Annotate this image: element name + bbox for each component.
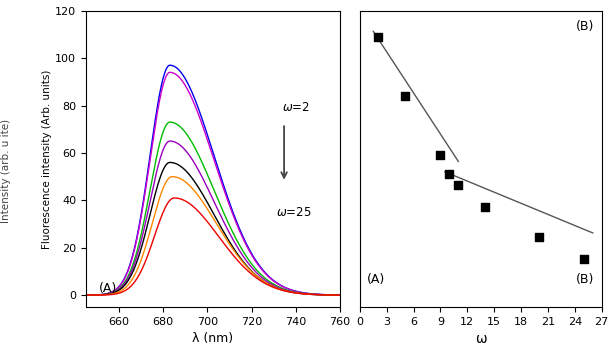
Text: $\omega$=2: $\omega$=2 [282, 101, 309, 115]
Point [445, 171, 454, 176]
Point [480, 204, 490, 210]
Text: (B): (B) [576, 20, 594, 32]
Point [454, 182, 464, 188]
X-axis label: ω: ω [475, 332, 486, 346]
X-axis label: λ (nm): λ (nm) [192, 332, 233, 345]
Point [400, 93, 410, 99]
Point [435, 152, 445, 158]
Point [534, 234, 544, 240]
Point [373, 34, 383, 40]
Y-axis label: Fluorescence intensity (Arb. units): Fluorescence intensity (Arb. units) [42, 69, 52, 248]
Text: $\omega$=25: $\omega$=25 [276, 206, 312, 219]
Text: Intensity (arb. u ite): Intensity (arb. u ite) [1, 119, 11, 223]
Text: (A): (A) [99, 282, 117, 295]
Text: (B): (B) [576, 273, 594, 286]
Point [579, 256, 589, 262]
Text: (A): (A) [367, 273, 386, 286]
